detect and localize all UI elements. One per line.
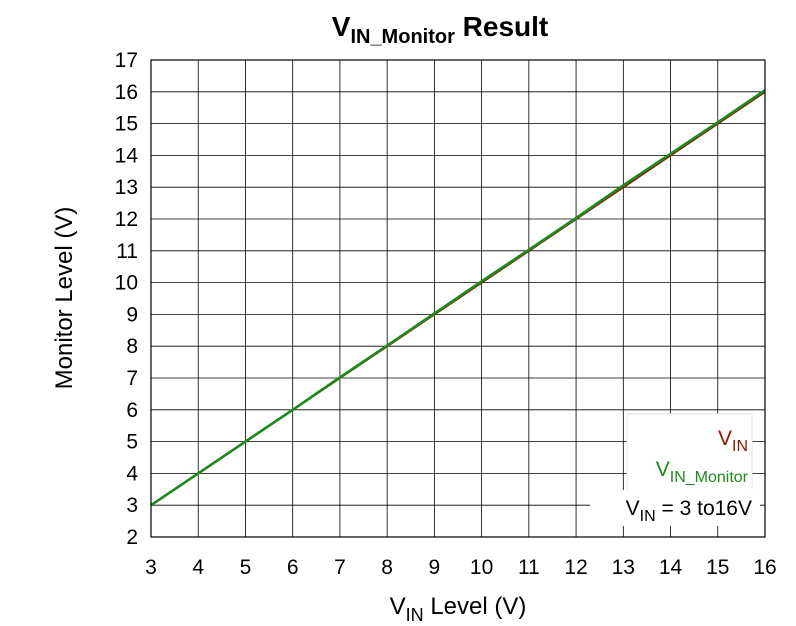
x-axis-title-main: V xyxy=(390,593,406,620)
y-tick-label: 6 xyxy=(126,399,138,422)
legend-entry-vin: VIN xyxy=(718,427,748,455)
series-line-vin-monitor xyxy=(150,89,766,507)
y-tick-label: 13 xyxy=(115,176,138,199)
chart-title-main: V xyxy=(332,11,351,42)
annotation: VIN = 3 to16V xyxy=(590,490,760,526)
x-axis-title-rest: Level (V) xyxy=(424,593,527,620)
y-tick-label: 7 xyxy=(126,367,138,390)
x-tick-label: 5 xyxy=(240,556,252,579)
y-tick-label: 12 xyxy=(115,208,138,231)
legend-entry-vin-monitor-main: V xyxy=(656,458,670,481)
annotation-main: V xyxy=(626,497,640,520)
x-tick-labels: 3 4 5 6 7 8 9 10 11 12 13 14 15 16 xyxy=(145,556,777,579)
legend-box xyxy=(626,413,753,496)
x-tick-label: 8 xyxy=(381,556,393,579)
annotation-rest: = 3 to16V xyxy=(656,497,752,520)
y-tick-label: 3 xyxy=(126,494,138,517)
x-tick-label: 16 xyxy=(753,556,776,579)
legend-entry-vin-sub: IN xyxy=(732,438,748,455)
x-tick-label: 14 xyxy=(659,556,683,579)
x-tick-label: 7 xyxy=(334,556,346,579)
legend: VIN VIN_Monitor xyxy=(626,413,753,496)
legend-entry-vin-monitor: VIN_Monitor xyxy=(656,458,749,486)
series-layer xyxy=(150,89,766,507)
x-tick-label: 4 xyxy=(192,556,204,579)
y-tick-label: 14 xyxy=(115,144,139,167)
x-tick-label: 3 xyxy=(145,556,157,579)
x-tick-label: 9 xyxy=(429,556,441,579)
legend-entry-vin-monitor-sub: IN_Monitor xyxy=(670,469,749,486)
y-tick-label: 11 xyxy=(116,240,138,263)
chart-title-sub: IN_Monitor xyxy=(350,26,455,48)
y-tick-label: 8 xyxy=(126,335,138,358)
y-tick-label: 5 xyxy=(126,431,138,454)
x-axis-title-sub: IN xyxy=(406,605,424,625)
y-tick-label: 10 xyxy=(115,272,138,295)
y-tick-labels: 2 3 4 5 6 7 8 9 10 11 12 13 14 15 16 17 xyxy=(115,49,139,549)
y-tick-label: 2 xyxy=(126,526,138,549)
annotation-sub: IN xyxy=(640,508,656,525)
y-tick-label: 4 xyxy=(126,462,138,485)
y-axis-title: Monitor Level (V) xyxy=(51,207,78,390)
x-tick-label: 12 xyxy=(564,556,587,579)
y-tick-label: 17 xyxy=(115,49,138,72)
x-tick-label: 10 xyxy=(470,556,493,579)
x-axis-title: VIN Level (V) xyxy=(390,593,527,625)
plot-border xyxy=(150,59,766,538)
x-tick-label: 11 xyxy=(518,556,540,579)
x-tick-label: 13 xyxy=(612,556,635,579)
annotation-box xyxy=(590,490,760,526)
y-tick-label: 15 xyxy=(115,113,138,136)
chart-title: VIN_Monitor Result xyxy=(332,11,548,48)
x-tick-label: 15 xyxy=(706,556,729,579)
legend-entry-vin-main: V xyxy=(718,427,732,450)
chart-title-rest: Result xyxy=(455,11,548,42)
annotation-text: VIN = 3 to16V xyxy=(626,497,752,525)
y-tick-label: 16 xyxy=(115,81,138,104)
x-tick-label: 6 xyxy=(287,556,299,579)
y-tick-label: 9 xyxy=(126,303,138,326)
